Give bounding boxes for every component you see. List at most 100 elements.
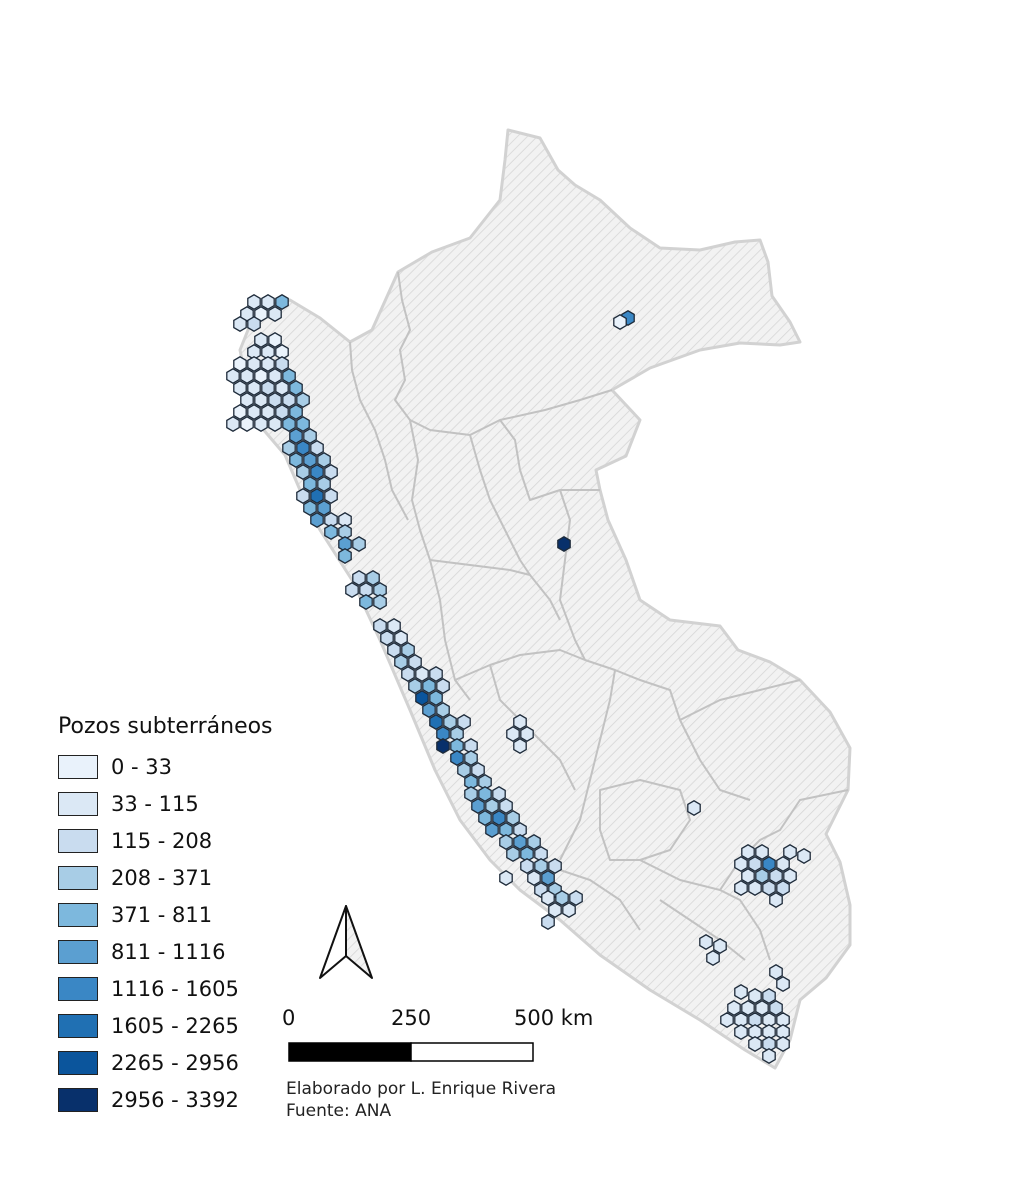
legend-item: 0 - 33	[58, 748, 273, 785]
legend-item: 2265 - 2956	[58, 1044, 273, 1081]
well-hex-cell	[741, 868, 755, 884]
well-hex-cell	[296, 488, 310, 504]
well-hex-cell	[401, 642, 415, 658]
legend-swatch	[58, 754, 98, 779]
well-hex-cell	[557, 536, 571, 552]
legend-label: 33 - 115	[111, 791, 199, 816]
scale-label-0: 0	[282, 1006, 296, 1030]
well-hex-cell	[776, 1036, 790, 1052]
well-hex-cell	[282, 440, 296, 456]
well-hex-cell	[289, 404, 303, 420]
well-hex-cell	[776, 856, 790, 872]
well-hex-cell	[240, 306, 254, 322]
well-hex-cell	[506, 726, 520, 742]
well-hex-cell	[310, 464, 324, 480]
well-hex-cell	[755, 868, 769, 884]
well-hex-cell	[776, 880, 790, 896]
well-hex-cell	[436, 738, 450, 754]
well-hex-cell	[254, 392, 268, 408]
well-hex-cell	[247, 380, 261, 396]
well-hex-cell	[457, 714, 471, 730]
well-hex-cell	[506, 846, 520, 862]
well-hex-cell	[429, 690, 443, 706]
region-borders	[349, 271, 849, 961]
well-hex-cell	[699, 934, 713, 950]
well-hex-cell	[555, 890, 569, 906]
legend-item: 1116 - 1605	[58, 970, 273, 1007]
well-hex-cell	[499, 834, 513, 850]
well-hex-cell	[457, 762, 471, 778]
legend-label: 371 - 811	[111, 902, 213, 927]
legend-label: 2265 - 2956	[111, 1050, 239, 1075]
well-hex-cell	[464, 786, 478, 802]
well-hex-cell	[734, 984, 748, 1000]
legend-swatch	[58, 1050, 98, 1075]
well-hex-cell	[261, 404, 275, 420]
well-hex-cell	[706, 950, 720, 966]
legend-label: 1116 - 1605	[111, 976, 239, 1001]
scale-bar	[288, 1042, 534, 1062]
well-hex-cell	[275, 404, 289, 420]
well-hex-cell	[478, 810, 492, 826]
well-hex-cell	[226, 368, 240, 384]
well-hex-cell	[748, 856, 762, 872]
legend-item: 2956 - 3392	[58, 1081, 273, 1118]
well-hex-cell	[520, 726, 534, 742]
well-hex-cell	[366, 570, 380, 586]
well-hex-cell	[513, 834, 527, 850]
well-hex-cell	[534, 858, 548, 874]
well-hex-cell	[755, 844, 769, 860]
well-hex-cell	[247, 294, 261, 310]
legend-swatch	[58, 865, 98, 890]
legend-item: 115 - 208	[58, 822, 273, 859]
credit-author: Elaborado por L. Enrique Rivera	[286, 1079, 557, 1099]
well-hex-cell	[233, 380, 247, 396]
well-hex-cell	[527, 870, 541, 886]
well-hex-cell	[415, 690, 429, 706]
well-hex-cell	[741, 844, 755, 860]
well-hex-cell	[687, 800, 701, 816]
well-hex-cell	[387, 618, 401, 634]
well-hex-cell	[464, 750, 478, 766]
well-hex-cell	[436, 702, 450, 718]
well-hex-cell	[240, 392, 254, 408]
legend-label: 811 - 1116	[111, 939, 226, 964]
well-hex-cell	[422, 702, 436, 718]
well-hex-cell	[289, 428, 303, 444]
well-hex-cell	[317, 452, 331, 468]
well-hex-cell	[748, 1036, 762, 1052]
well-hex-cell	[748, 988, 762, 1004]
well-hex-cell	[443, 714, 457, 730]
well-hex-cell	[401, 666, 415, 682]
north-arrow-icon	[319, 905, 373, 979]
well-hex-cell	[282, 392, 296, 408]
well-hex-cell	[734, 880, 748, 896]
legend-item: 1605 - 2265	[58, 1007, 273, 1044]
well-hex-cell	[275, 356, 289, 372]
well-hex-cell	[303, 452, 317, 468]
legend-swatch	[58, 791, 98, 816]
well-hex-cell	[471, 798, 485, 814]
well-hex-cell	[762, 988, 776, 1004]
legend-item: 33 - 115	[58, 785, 273, 822]
well-hex-cell	[797, 848, 811, 864]
legend-label: 115 - 208	[111, 828, 213, 853]
well-hex-cell	[492, 786, 506, 802]
well-hex-cell	[541, 870, 555, 886]
well-hex-cell	[727, 1000, 741, 1016]
well-hex-cell	[527, 834, 541, 850]
well-hex-cell	[268, 392, 282, 408]
legend-swatch	[58, 939, 98, 964]
well-density-hexgrid	[226, 294, 811, 1064]
well-hex-cell	[359, 594, 373, 610]
well-hex-cell	[268, 368, 282, 384]
well-hex-cell	[408, 678, 422, 694]
well-hex-cell	[783, 868, 797, 884]
well-hex-cell	[254, 416, 268, 432]
well-hex-cell	[762, 880, 776, 896]
well-hex-cell	[762, 856, 776, 872]
well-hex-cell	[499, 870, 513, 886]
well-hex-cell	[541, 914, 555, 930]
well-hex-cell	[240, 368, 254, 384]
well-hex-cell	[303, 428, 317, 444]
